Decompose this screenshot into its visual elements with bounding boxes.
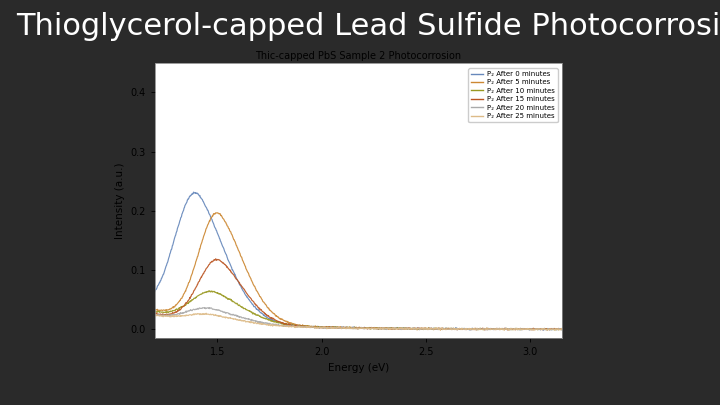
Title: Thic-capped PbS Sample 2 Photocorrosion: Thic-capped PbS Sample 2 Photocorrosion <box>255 51 462 61</box>
Legend: P₂ After 0 minutes, P₂ After 5 minutes, P₂ After 10 minutes, P₂ After 15 minutes: P₂ After 0 minutes, P₂ After 5 minutes, … <box>468 68 557 122</box>
Y-axis label: Intensity (a.u.): Intensity (a.u.) <box>115 162 125 239</box>
Text: Thioglycerol-capped Lead Sulfide Photocorrosion: Thioglycerol-capped Lead Sulfide Photoco… <box>16 12 720 41</box>
X-axis label: Energy (eV): Energy (eV) <box>328 363 389 373</box>
